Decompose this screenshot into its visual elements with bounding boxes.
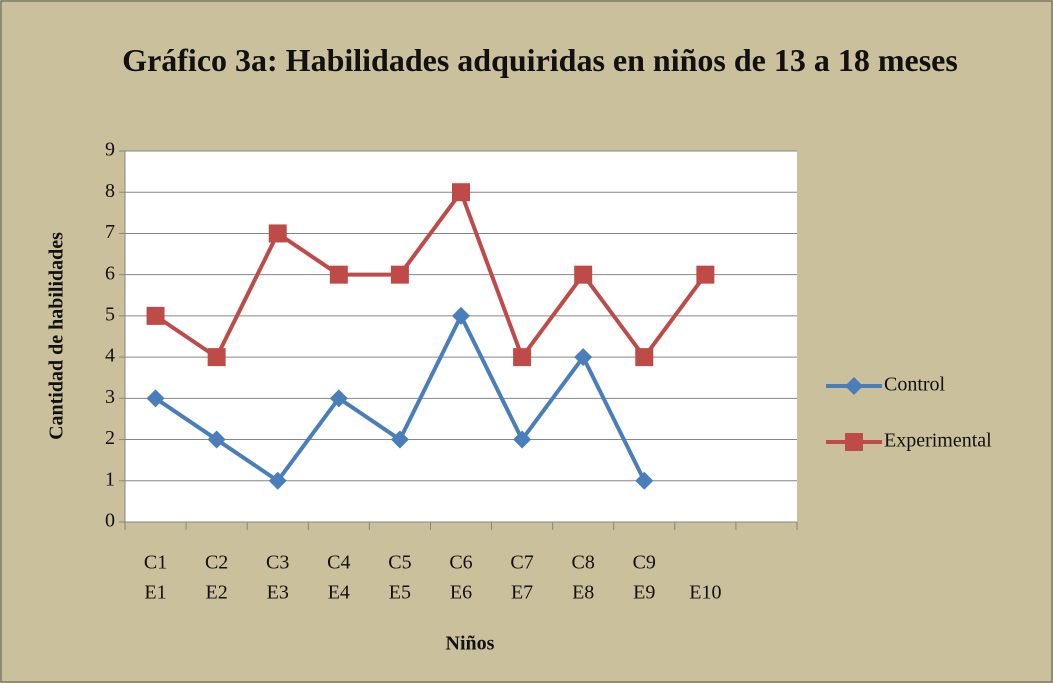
y-tick-label: 1 xyxy=(105,468,115,490)
x-tick-label: C7 xyxy=(510,552,533,574)
y-tick-label: 7 xyxy=(105,221,115,243)
marker xyxy=(329,265,348,284)
marker xyxy=(574,265,593,284)
marker xyxy=(452,306,470,325)
marker xyxy=(207,430,226,449)
y-tick-label: 8 xyxy=(105,180,115,202)
marker xyxy=(452,183,470,202)
marker xyxy=(513,430,532,449)
marker xyxy=(635,348,654,367)
x-tick-label: C1 xyxy=(144,552,167,574)
marker xyxy=(207,348,226,367)
marker xyxy=(146,306,165,325)
y-tick-label: 6 xyxy=(105,262,115,284)
x-tick-label: C9 xyxy=(633,552,656,574)
legend-label: Control xyxy=(884,374,946,396)
x-tick-label: E7 xyxy=(511,582,533,604)
plot-area xyxy=(125,151,797,522)
x-tick-label: C5 xyxy=(388,552,411,574)
x-tick-label: E5 xyxy=(389,582,411,604)
y-tick-label: 4 xyxy=(105,345,115,367)
marker xyxy=(329,389,348,408)
x-tick-label: E8 xyxy=(572,582,594,604)
x-tick-label: E9 xyxy=(633,582,655,604)
marker xyxy=(696,265,715,284)
x-tick-label: C6 xyxy=(449,552,472,574)
marker xyxy=(513,348,532,367)
marker xyxy=(845,377,863,395)
x-tick-label: C3 xyxy=(266,552,289,574)
x-tick-label: E1 xyxy=(144,582,166,604)
y-tick-label: 5 xyxy=(105,303,115,325)
x-tick-label: E10 xyxy=(689,582,721,604)
x-axis-label: Niños xyxy=(446,633,495,655)
marker xyxy=(268,471,287,490)
marker xyxy=(845,433,863,451)
series-line xyxy=(154,190,707,360)
x-tick-label: E2 xyxy=(206,582,228,604)
y-tick-label: 2 xyxy=(105,427,115,449)
marker xyxy=(146,389,165,408)
legend-label: Experimental xyxy=(884,430,992,452)
x-tick-label: E6 xyxy=(450,582,472,604)
y-tick-label: 0 xyxy=(105,510,115,532)
marker xyxy=(390,265,409,284)
y-tick-label: 3 xyxy=(105,386,115,408)
chart-title: Gráfico 3a: Habilidades adquiridas en ni… xyxy=(122,42,958,78)
marker xyxy=(635,471,654,490)
marker xyxy=(268,224,287,243)
marker xyxy=(390,430,409,449)
x-tick-label: C4 xyxy=(327,552,350,574)
x-tick-label: C2 xyxy=(205,552,228,574)
y-axis-label: Cantidad de habilidades xyxy=(46,232,68,440)
marker xyxy=(574,348,593,367)
x-tick-label: E3 xyxy=(267,582,289,604)
y-tick-label: 9 xyxy=(105,139,115,161)
x-tick-label: C8 xyxy=(572,552,595,574)
x-tick-label: E4 xyxy=(328,582,350,604)
